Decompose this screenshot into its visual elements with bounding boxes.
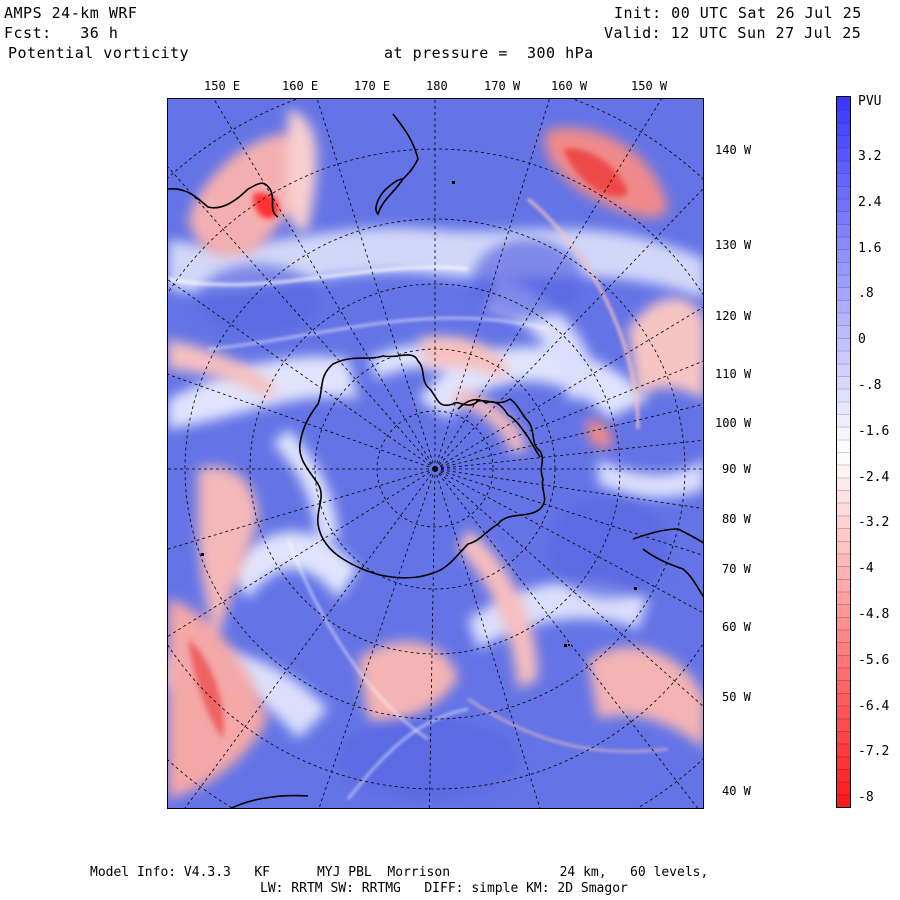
antarctica-coast: [298, 354, 546, 579]
lon-label-170e: 170 E: [354, 79, 391, 93]
colorbar-tick-label: 3.2: [858, 149, 882, 164]
model-info-line1: Model Info: V4.3.3 KF MYJ PBL Morrison 2…: [90, 865, 709, 880]
new-zealand-north: [392, 113, 419, 180]
pv-field: [168, 99, 703, 808]
model-info-line2: LW: RRTM SW: RRTMG DIFF: simple KM: 2D S…: [260, 881, 628, 896]
colorbar-tick-label: -1.6: [858, 424, 890, 439]
australia-coast: [168, 182, 279, 218]
colorbar-unit: PVU: [858, 94, 882, 109]
south-america-coast: [632, 528, 703, 544]
lon-label-130w: 130 W: [715, 238, 752, 252]
lon-label-140w: 140 W: [715, 143, 752, 157]
lon-label-110w: 110 W: [715, 367, 752, 381]
south-america-tip: [642, 548, 703, 598]
lon-label-50w: 50 W: [722, 690, 751, 704]
antarctic-peninsula: [457, 398, 541, 458]
colorbar-tick-label: -.8: [858, 378, 882, 393]
colorbar-tick-label: -7.2: [858, 744, 890, 759]
colorbar-tick-label: -4: [858, 561, 874, 576]
model-title: AMPS 24-km WRF: [4, 4, 138, 22]
pressure-level: at pressure = 300 hPa: [384, 44, 594, 62]
lon-label-150e: 150 E: [204, 79, 241, 93]
lon-label-170w: 170 W: [484, 79, 521, 93]
lon-label-100w: 100 W: [715, 416, 752, 430]
lon-label-70w: 70 W: [722, 562, 751, 576]
colorbar-tick-label: .8: [858, 286, 874, 301]
colorbar-tick-label: -8: [858, 790, 874, 805]
colorbar-tick-label: -6.4: [858, 699, 890, 714]
lon-label-160w: 160 W: [551, 79, 588, 93]
lon-label-90w: 90 W: [722, 462, 751, 476]
small-islands: [201, 181, 637, 647]
coastlines: [168, 113, 703, 808]
lon-label-40w: 40 W: [722, 784, 751, 798]
graticule: [168, 99, 703, 808]
forecast-hour: Fcst: 36 h: [4, 24, 119, 42]
colorbar-tick-label: -5.6: [858, 653, 890, 668]
colorbar-tick-label: -2.4: [858, 470, 890, 485]
new-zealand-south: [375, 178, 405, 216]
colorbar: [836, 96, 851, 808]
colorbar-tick-label: 1.6: [858, 241, 882, 256]
lon-label-180: 180: [426, 79, 448, 93]
lon-label-150w: 150 W: [631, 79, 668, 93]
colorbar-tick-label: -3.2: [858, 515, 890, 530]
lon-label-120w: 120 W: [715, 309, 752, 323]
colorbar-tick-label: 2.4: [858, 195, 882, 210]
colorbar-tick-label: 0: [858, 332, 866, 347]
southern-africa-coast: [230, 794, 309, 808]
pv-filaments: [168, 197, 669, 800]
lon-label-160e: 160 E: [282, 79, 319, 93]
lon-label-80w: 80 W: [722, 512, 751, 526]
pv-map: [167, 98, 704, 809]
valid-time: Valid: 12 UTC Sun 27 Jul 25: [604, 24, 862, 42]
lon-label-60w: 60 W: [722, 620, 751, 634]
field-name: Potential vorticity: [8, 44, 190, 62]
init-time: Init: 00 UTC Sat 26 Jul 25: [614, 4, 862, 22]
colorbar-tick-label: -4.8: [858, 607, 890, 622]
